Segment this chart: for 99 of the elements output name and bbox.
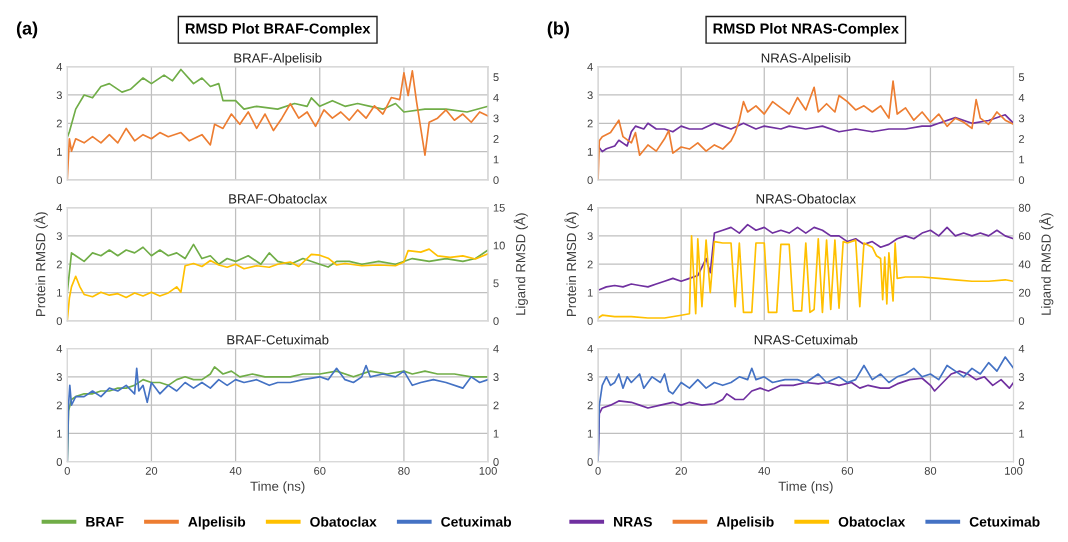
y-tick-label: 3 (587, 373, 593, 381)
y2-tick-label: 1 (493, 155, 499, 164)
x-tick-label: 60 (841, 466, 854, 475)
y-tick-label: 2 (56, 401, 62, 410)
legend-label: Obatoclax (310, 516, 377, 527)
y2-tick-label: 20 (1018, 288, 1031, 297)
y2-tick-label: 3 (1018, 373, 1025, 381)
y-tick-label: 1 (587, 148, 593, 156)
y2-tick-label: 3 (1018, 114, 1025, 123)
text: RMSD Plot NRAS-Complex (713, 23, 899, 37)
y2-tick-label: 15 (493, 203, 505, 212)
x-tick-label: 0 (64, 466, 70, 475)
y2-axis-title: Ligand RMSD (Å) (1039, 213, 1054, 315)
chart-title: NRAS-Obatoclax (756, 193, 856, 204)
y-tick-label: 3 (587, 91, 593, 100)
y-tick-label: 3 (56, 232, 62, 241)
legend-label: Cetuximab (441, 516, 512, 527)
chart-title: BRAF-Alpelisib (234, 52, 322, 66)
y-tick-label: 4 (587, 203, 593, 212)
y2-tick-label: 4 (493, 93, 499, 102)
x-axis-title: Time (ns) (778, 481, 833, 494)
x-tick-label: 20 (675, 466, 687, 475)
x-tick-label: 80 (924, 466, 937, 475)
chart-title: BRAF-Cetuximab (227, 334, 329, 345)
x-tick-label: 20 (145, 466, 158, 475)
y2-tick-label: 1 (1019, 429, 1025, 438)
y-tick-label: 0 (587, 317, 593, 325)
y2-tick-label: 0 (493, 458, 499, 466)
y2-tick-label: 5 (1018, 73, 1025, 82)
chart-title: NRAS-Cetuximab (754, 334, 858, 345)
x-tick-label: 40 (758, 466, 771, 475)
y2-tick-label: 0 (493, 176, 499, 185)
y2-tick-label: 1 (493, 429, 499, 438)
y-tick-label: 2 (587, 260, 593, 269)
y-tick-label: 2 (56, 119, 62, 128)
y-tick-label: 0 (56, 176, 62, 185)
y2-tick-label: 4 (493, 344, 499, 353)
y2-tick-label: 40 (1018, 260, 1031, 269)
chart-title: NRAS-Alpelisib (761, 52, 851, 66)
y2-tick-label: 60 (1018, 232, 1031, 241)
legend-label: Cetuximab (969, 516, 1040, 527)
line-series (598, 223, 1014, 291)
y2-tick-label: 2 (1018, 401, 1025, 410)
y-tick-label: 4 (56, 203, 63, 212)
y2-tick-label: 0 (1018, 176, 1025, 185)
y2-tick-label: 0 (1018, 317, 1025, 325)
y-tick-label: 3 (56, 91, 62, 100)
y-tick-label: 0 (587, 176, 593, 185)
y-tick-label: 4 (56, 63, 63, 71)
y-axis-title: Protein RMSD (Å) (564, 212, 579, 316)
y2-tick-label: 5 (493, 73, 499, 82)
y2-tick-label: 2 (493, 401, 499, 410)
y2-tick-label: 2 (1018, 135, 1025, 143)
x-axis-title: Time (ns) (250, 481, 305, 494)
x-tick-label: 80 (398, 466, 410, 475)
y-tick-label: 3 (56, 373, 62, 381)
y-tick-label: 2 (587, 401, 593, 410)
y-tick-label: 2 (56, 260, 62, 269)
x-tick-label: 100 (1005, 466, 1023, 475)
y-tick-label: 1 (57, 429, 62, 438)
y2-tick-label: 1 (1019, 155, 1025, 164)
y-tick-label: 4 (587, 63, 593, 71)
y-tick-label: 0 (56, 317, 62, 325)
y-tick-label: 4 (56, 344, 63, 353)
y-tick-label: 0 (56, 458, 62, 466)
legend-label: Alpelisib (716, 516, 774, 530)
y2-tick-label: 4 (1018, 344, 1025, 353)
y2-tick-label: 4 (1018, 93, 1025, 102)
text: (b) (547, 21, 569, 39)
text: (a) (16, 21, 38, 39)
y2-tick-label: 5 (493, 279, 499, 288)
y2-axis-title: Ligand RMSD (Å) (513, 213, 528, 315)
text: RMSD Plot BRAF-Complex (185, 23, 371, 37)
y-tick-label: 2 (587, 119, 593, 128)
legend-label: Alpelisib (188, 516, 246, 530)
line-series (598, 113, 1014, 153)
y-tick-label: 4 (587, 344, 593, 353)
y2-tick-label: 3 (493, 373, 499, 381)
legend-label: Obatoclax (838, 516, 906, 527)
x-tick-label: 100 (479, 466, 497, 475)
y-tick-label: 0 (587, 458, 593, 466)
y2-tick-label: 0 (1018, 458, 1025, 466)
x-tick-label: 0 (595, 466, 601, 475)
chart-title: BRAF-Obatoclax (229, 193, 328, 204)
y-tick-label: 1 (587, 288, 593, 297)
y-axis-title: Protein RMSD (Å) (33, 212, 48, 316)
y2-tick-label: 0 (493, 317, 499, 325)
x-tick-label: 60 (314, 466, 326, 475)
y-tick-label: 1 (57, 288, 62, 297)
y-tick-label: 3 (587, 232, 593, 241)
y2-tick-label: 3 (493, 114, 499, 123)
legend-label: NRAS (614, 516, 652, 527)
y-tick-label: 1 (57, 148, 62, 156)
legend-label: BRAF (86, 517, 124, 527)
y2-tick-label: 10 (493, 241, 505, 250)
x-tick-label: 40 (229, 466, 242, 475)
y2-tick-label: 80 (1018, 203, 1031, 212)
y2-tick-label: 2 (493, 135, 499, 143)
y-tick-label: 1 (587, 429, 593, 438)
